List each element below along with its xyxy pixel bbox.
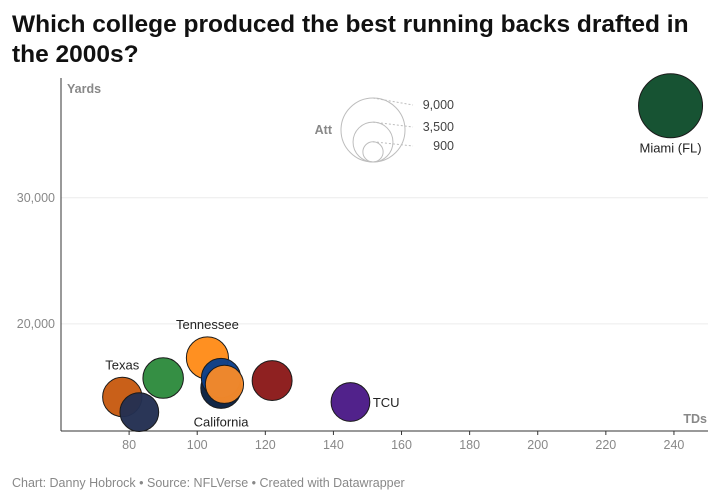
- data-point: [638, 73, 704, 139]
- x-axis-title: TDs: [683, 412, 707, 426]
- y-axis-title: Yards: [67, 82, 101, 96]
- x-tick-label: 100: [187, 438, 208, 452]
- legend-leader: [372, 141, 414, 147]
- legend-circle: [340, 97, 406, 163]
- data-points: [102, 73, 704, 432]
- size-legend: Att 9,000 3,500 900: [315, 97, 454, 163]
- data-point: [119, 392, 160, 432]
- x-tick-label: 80: [122, 438, 136, 452]
- y-tick-label: 30,000: [17, 191, 55, 205]
- point-label: Texas: [105, 357, 139, 372]
- x-tick-label: 160: [391, 438, 412, 452]
- legend-leader: [372, 121, 414, 128]
- data-point: [330, 382, 371, 422]
- chart-title: Which college produced the best running …: [12, 11, 689, 68]
- data-point: [142, 357, 184, 399]
- legend-title: Att: [315, 123, 333, 137]
- x-tick-label: 240: [664, 438, 685, 452]
- point-labels: Tennessee Texas California TCU Miami (FL): [105, 141, 701, 430]
- legend-label: 900: [433, 139, 454, 153]
- legend-label: 3,500: [423, 120, 454, 134]
- data-point: [204, 364, 245, 404]
- legend-leader: [372, 97, 414, 106]
- gridlines: [61, 197, 708, 325]
- legend-circle: [362, 141, 384, 163]
- point-label: TCU: [373, 395, 400, 410]
- x-tick-label: 180: [459, 438, 480, 452]
- x-tick-label: 220: [595, 438, 616, 452]
- point-label: Tennessee: [176, 317, 239, 332]
- chart-footer: Chart: Danny Hobrock • Source: NFLVerse …: [12, 476, 405, 490]
- data-point: [251, 360, 293, 402]
- point-label: Miami (FL): [639, 141, 701, 156]
- axes: 20,000 30,000 80 100 120 140 160 180 200 220 240 Ya…: [17, 78, 708, 452]
- x-tick-label: 120: [255, 438, 276, 452]
- x-tick-label: 140: [323, 438, 344, 452]
- y-tick-label: 20,000: [17, 317, 55, 331]
- x-tick-label: 200: [527, 438, 548, 452]
- point-label: California: [194, 414, 250, 429]
- legend-label: 9,000: [423, 98, 454, 112]
